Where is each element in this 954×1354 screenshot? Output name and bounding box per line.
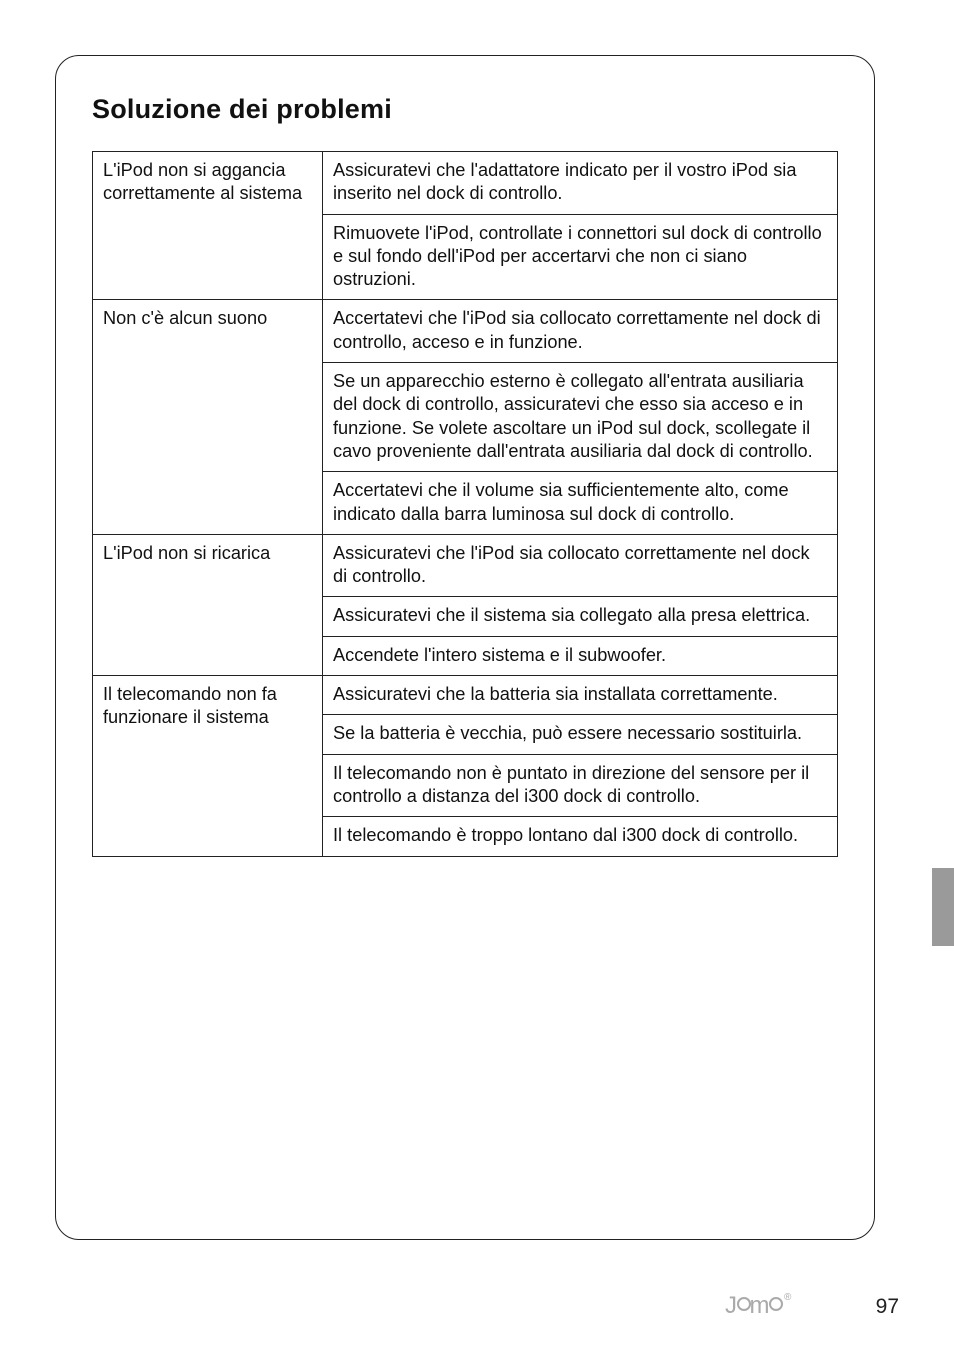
- solution-cell: Assicuratevi che la batteria sia install…: [323, 676, 838, 715]
- solution-cell: Accendete l'intero sistema e il subwoofe…: [323, 636, 838, 675]
- solution-cell: Il telecomando è troppo lontano dal i300…: [323, 817, 838, 856]
- solution-cell: Se la batteria è vecchia, può essere nec…: [323, 715, 838, 754]
- solution-cell: Il telecomando non è puntato in direzion…: [323, 754, 838, 817]
- solution-cell: Assicuratevi che l'iPod sia collocato co…: [323, 534, 838, 597]
- registered-icon: ®: [784, 1292, 791, 1303]
- solution-cell: Accertatevi che il volume sia sufficient…: [323, 472, 838, 535]
- problem-cell: L'iPod non si aggancia correttamente al …: [93, 152, 323, 300]
- problem-cell: L'iPod non si ricarica: [93, 534, 323, 675]
- solution-cell: Accertatevi che l'iPod sia collocato cor…: [323, 300, 838, 363]
- problem-cell: Il telecomando non fa funzionare il sist…: [93, 676, 323, 856]
- table-row: Il telecomando non fa funzionare il sist…: [93, 676, 838, 715]
- page-title: Soluzione dei problemi: [92, 94, 838, 125]
- page-number: 97: [876, 1295, 899, 1319]
- brand-logo: Jm ®: [725, 1292, 829, 1320]
- side-tab: [932, 868, 954, 946]
- solution-cell: Assicuratevi che l'adattatore indicato p…: [323, 152, 838, 215]
- problem-cell: Non c'è alcun suono: [93, 300, 323, 534]
- logo-letter-ring: [737, 1297, 751, 1311]
- solution-cell: Rimuovete l'iPod, controllate i connetto…: [323, 214, 838, 300]
- footer: Jm ® 97: [0, 1290, 954, 1320]
- table-row: L'iPod non si ricaricaAssicuratevi che l…: [93, 534, 838, 597]
- logo-letter: J: [725, 1292, 738, 1320]
- table-row: Non c'è alcun suonoAccertatevi che l'iPo…: [93, 300, 838, 363]
- page-frame: Soluzione dei problemi L'iPod non si agg…: [55, 55, 875, 1240]
- troubleshooting-table: L'iPod non si aggancia correttamente al …: [92, 151, 838, 857]
- table-row: L'iPod non si aggancia correttamente al …: [93, 152, 838, 215]
- solution-cell: Se un apparecchio esterno è collegato al…: [323, 363, 838, 472]
- logo-letter-ring: [769, 1297, 783, 1311]
- solution-cell: Assicuratevi che il sistema sia collegat…: [323, 597, 838, 636]
- logo-letter: m: [750, 1292, 771, 1320]
